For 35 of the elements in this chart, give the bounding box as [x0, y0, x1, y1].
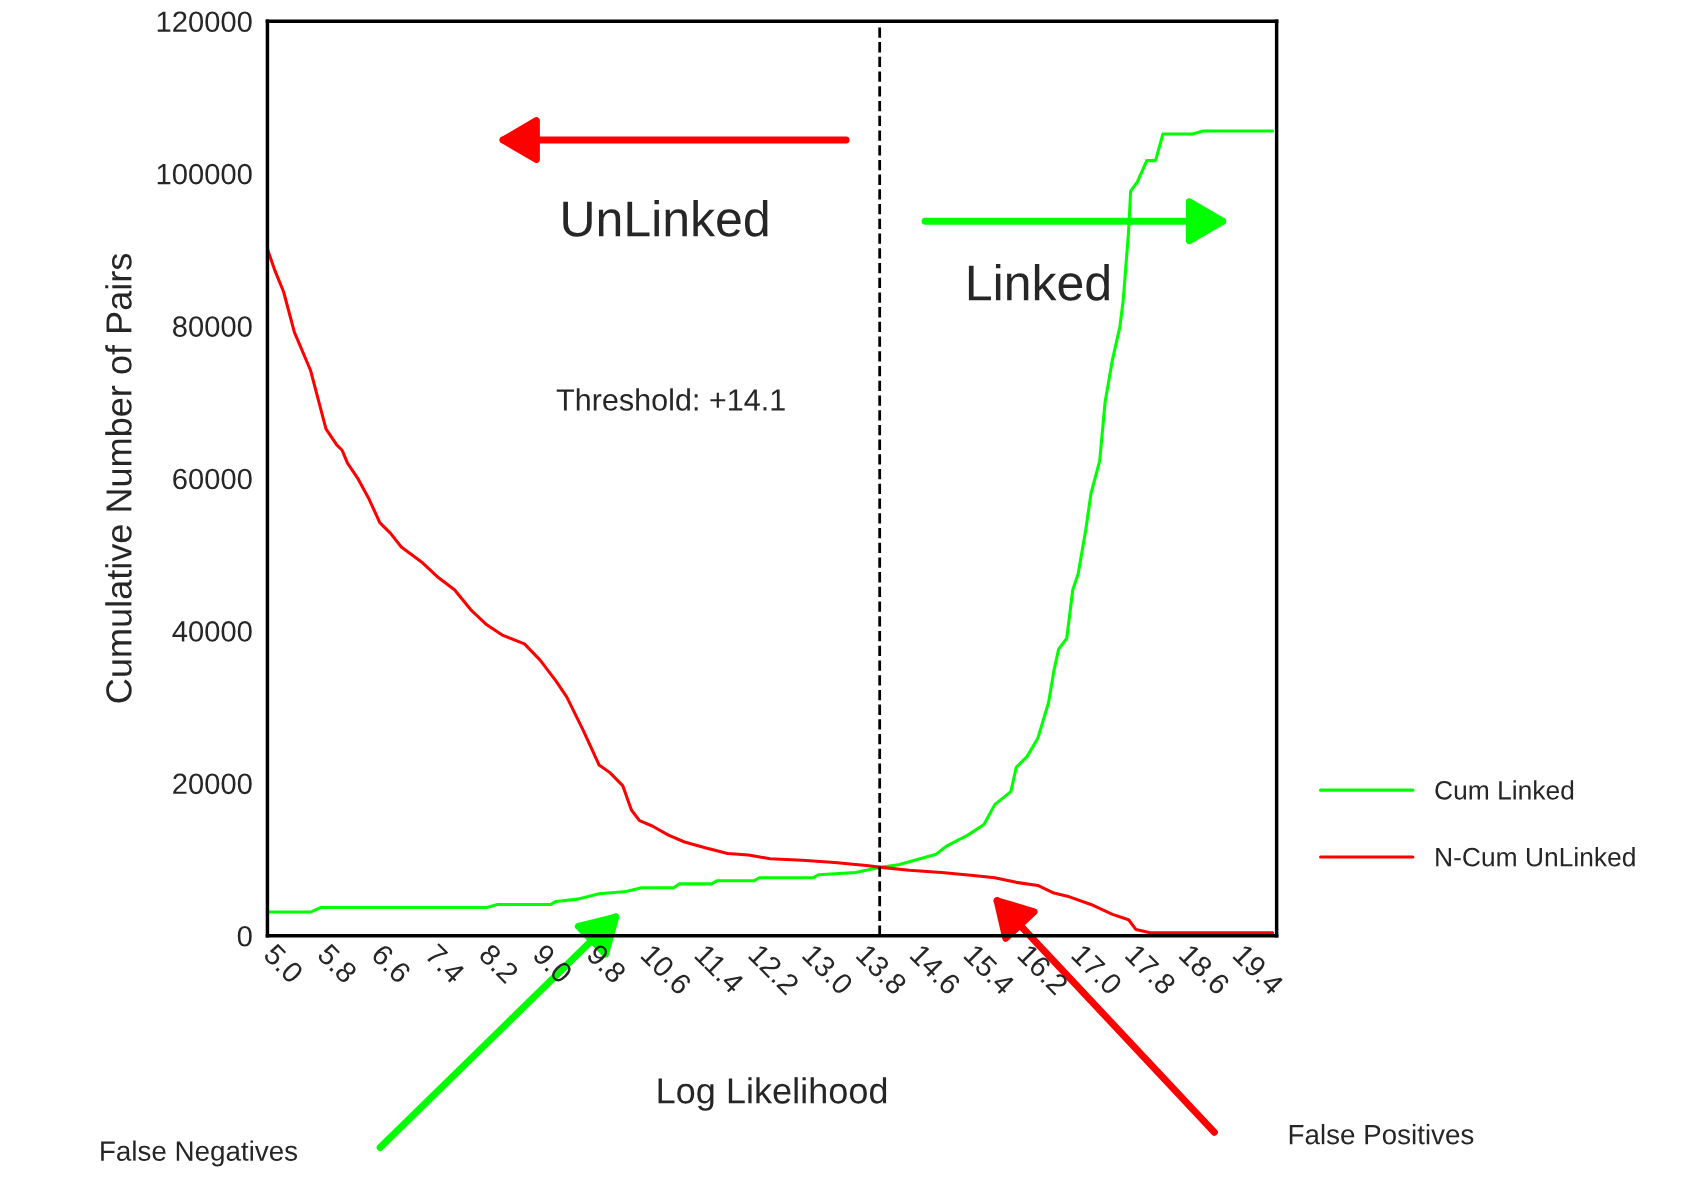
y-tick-label: 120000: [157, 11, 252, 33]
x-tick-label: 11.4: [694, 943, 745, 995]
line-series: [267, 129, 1275, 914]
text: False Positives: [1289, 1124, 1474, 1145]
x-tick-label: 6.6: [370, 942, 412, 985]
x-tick-label: 17.0: [1070, 943, 1124, 996]
x-tick-label: 19.4: [1232, 943, 1285, 997]
x-tick-label: 5.0: [262, 942, 305, 985]
x-tick-label: 18.6: [1178, 943, 1231, 996]
x-tick-label: 13.0: [801, 943, 855, 996]
annotation: UnLinked: [563, 199, 768, 237]
y-tick-label: 60000: [173, 468, 252, 490]
x-tick-label: 7.4: [424, 943, 466, 985]
x-tick-label: 10.6: [640, 943, 693, 996]
y-tick-label: 100000: [157, 163, 252, 185]
x-tick-label: 5.8: [316, 942, 359, 985]
y-tick-label: 80000: [173, 316, 252, 337]
x-tick-label: 9.8: [585, 942, 628, 985]
legend-label: Cum Linked: [1435, 780, 1574, 800]
legend-label: N-Cum UnLinked: [1436, 847, 1635, 867]
x-tick-label: 8.2: [478, 942, 520, 985]
y-tick-label: 0: [237, 925, 252, 947]
y-tick-label: 20000: [173, 773, 252, 795]
x-tick-label: 9.0: [531, 942, 574, 985]
x-tick-label: 17.8: [1124, 943, 1177, 996]
line-series: [267, 247, 1275, 935]
x-tick-label: 13.8: [855, 943, 908, 996]
x-axis-title: Log Likelihood: [658, 1077, 887, 1111]
annotation: Threshold: +14.1: [556, 388, 785, 411]
y-axis-title: Cumulative Number of Pairs: [105, 253, 132, 703]
y-tick-label: 40000: [172, 621, 252, 642]
annotation: Linked: [968, 264, 1109, 301]
x-tick-label: 14.6: [909, 943, 962, 996]
x-tick-label: 15.4: [963, 943, 1016, 997]
text: False Negatives: [101, 1140, 298, 1167]
